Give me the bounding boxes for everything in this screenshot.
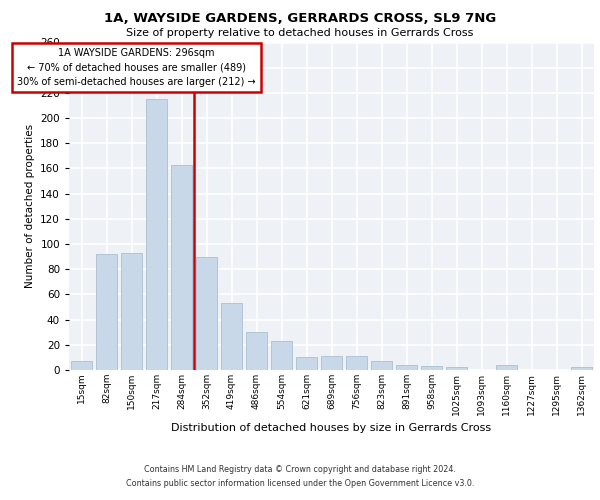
Bar [446, 368, 467, 370]
Bar [371, 361, 392, 370]
Text: Contains HM Land Registry data © Crown copyright and database right 2024.
Contai: Contains HM Land Registry data © Crown c… [126, 466, 474, 487]
Bar [71, 361, 92, 370]
Bar [246, 332, 267, 370]
Bar [296, 358, 317, 370]
Text: 1A WAYSIDE GARDENS: 296sqm
← 70% of detached houses are smaller (489)
30% of sem: 1A WAYSIDE GARDENS: 296sqm ← 70% of deta… [17, 48, 256, 87]
Bar [121, 253, 142, 370]
Bar [496, 365, 517, 370]
Bar [396, 365, 417, 370]
Bar [321, 356, 342, 370]
X-axis label: Distribution of detached houses by size in Gerrards Cross: Distribution of detached houses by size … [172, 423, 491, 433]
Text: 1A, WAYSIDE GARDENS, GERRARDS CROSS, SL9 7NG: 1A, WAYSIDE GARDENS, GERRARDS CROSS, SL9… [104, 12, 496, 26]
Text: Size of property relative to detached houses in Gerrards Cross: Size of property relative to detached ho… [127, 28, 473, 38]
Bar [271, 341, 292, 370]
Bar [346, 356, 367, 370]
Y-axis label: Number of detached properties: Number of detached properties [25, 124, 35, 288]
Bar [571, 368, 592, 370]
Bar [421, 366, 442, 370]
Bar [196, 256, 217, 370]
Bar [96, 254, 117, 370]
Bar [221, 303, 242, 370]
Bar [146, 99, 167, 370]
Bar [171, 164, 192, 370]
